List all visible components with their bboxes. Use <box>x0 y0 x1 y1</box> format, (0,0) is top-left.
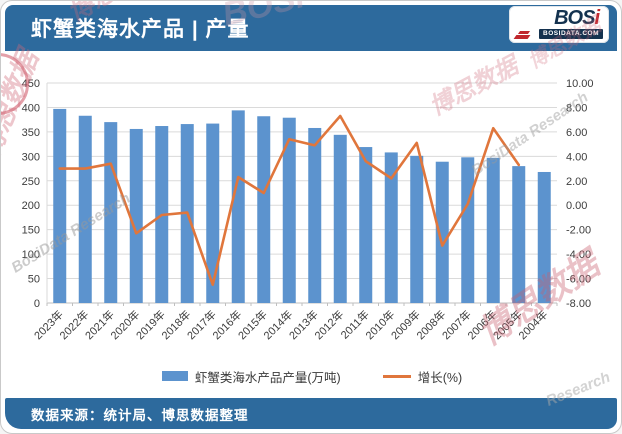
bar-2009年 <box>410 155 424 303</box>
chart-legend: 虾蟹类海水产品产量(万吨) 增长(%) <box>1 363 621 389</box>
legend-item-growth: 增长(%) <box>382 367 463 386</box>
x-axis-tick-label: 2004年 <box>515 307 550 342</box>
bar-2020年 <box>129 128 143 303</box>
bosi-logo: BOSi BOSIDATA.COM <box>509 6 609 43</box>
bar-2012年 <box>333 134 347 303</box>
left-axis-tick-label: 150 <box>22 225 40 237</box>
data-source-label: 数据来源：统计局、博思数据整理 <box>31 407 249 423</box>
page-title: 虾蟹类海水产品 | 产量 <box>31 18 250 41</box>
right-axis-tick-label: 4.00 <box>566 151 587 163</box>
bar-2016年 <box>231 110 245 303</box>
right-axis-tick-label: -8.00 <box>566 298 591 310</box>
left-axis-tick-label: 400 <box>22 102 40 114</box>
right-axis-tick-label: 8.00 <box>566 102 587 114</box>
right-axis-tick-label: -2.00 <box>566 225 591 237</box>
growth-line <box>58 114 521 286</box>
left-axis-tick-label: 450 <box>22 78 40 90</box>
bar-2017年 <box>206 123 220 303</box>
right-axis-tick-label: 2.00 <box>566 176 587 188</box>
legend-label-growth: 增长(%) <box>417 370 463 385</box>
legend-swatch-bar <box>161 371 188 381</box>
bar-2023年 <box>53 108 67 304</box>
right-axis-tick-label: -6.00 <box>566 274 591 286</box>
logo-wordmark-i: i <box>594 7 599 29</box>
logo-stripe-icon <box>513 35 531 39</box>
bar-2011年 <box>359 147 373 303</box>
bar-2013年 <box>308 127 322 303</box>
right-axis-tick-label: 0.00 <box>566 200 587 212</box>
logo-site-label: BOSIDATA.COM <box>539 29 603 39</box>
legend-label-production: 虾蟹类海水产品产量(万吨) <box>194 370 341 385</box>
left-axis-tick-label: 50 <box>28 274 40 286</box>
bar-2021年 <box>104 122 118 303</box>
left-axis-tick-label: 100 <box>22 249 40 261</box>
legend-item-production: 虾蟹类海水产品产量(万吨) <box>161 367 341 386</box>
bar-2015年 <box>257 116 271 303</box>
bar-2005年 <box>512 166 526 303</box>
bar-2014年 <box>282 117 296 303</box>
logo-wordmark: BOSi <box>554 8 603 29</box>
right-axis-tick-label: 10.00 <box>566 78 594 90</box>
x-axis-tick-label: 2012年 <box>311 307 346 342</box>
chart-plot-area: 450 400 350 300 250 200 150 100 50 0 10.00 8.00 6.00… <box>5 51 619 363</box>
bar-2008年 <box>435 161 449 303</box>
logo-wordmark-text: BOS <box>554 7 595 29</box>
bar-2022年 <box>78 115 92 303</box>
left-axis-tick-label: 300 <box>22 151 40 163</box>
legend-swatch-line <box>382 374 411 378</box>
bar-2004年 <box>537 171 551 303</box>
logo-stripe-icon <box>517 31 531 34</box>
footer-band: 数据来源：统计局、博思数据整理 <box>5 398 617 429</box>
left-axis-tick-label: 250 <box>22 176 40 188</box>
bar-2007年 <box>461 157 475 303</box>
left-axis-tick-label: 350 <box>22 127 40 139</box>
production-combo-chart: 450 400 350 300 250 200 150 100 50 0 10.00 8.00 6.00… <box>22 78 594 342</box>
right-axis-tick-label: -4.00 <box>566 249 591 261</box>
left-axis-tick-label: 200 <box>22 200 40 212</box>
left-axis-tick-label: 0 <box>34 298 40 310</box>
right-axis-tick-label: 6.00 <box>566 127 587 139</box>
bar-2006年 <box>486 157 500 303</box>
bar-2010年 <box>384 152 398 303</box>
